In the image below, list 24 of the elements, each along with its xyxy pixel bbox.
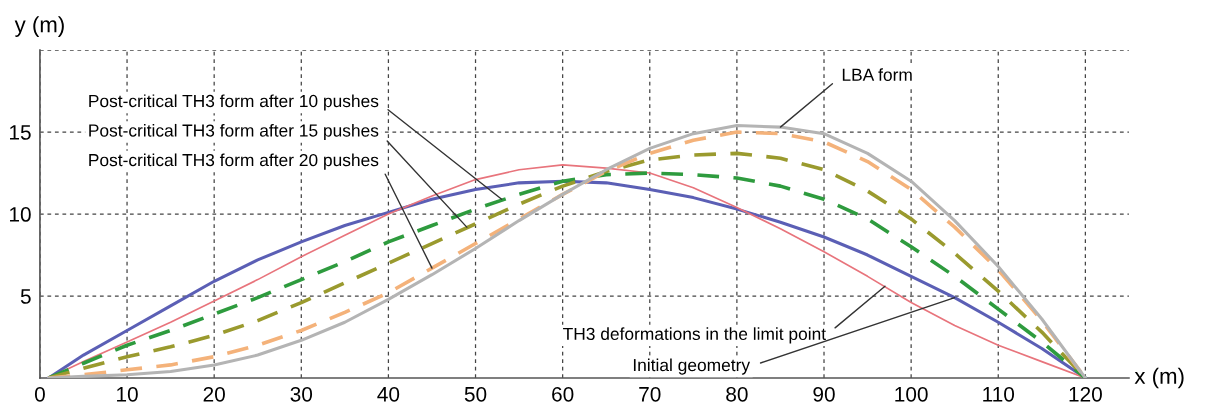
x-tick-label: 60: [552, 386, 574, 402]
annotation: Post-critical TH3 form after 20 pushes: [89, 153, 379, 170]
y-axis-title: y (m): [14, 16, 64, 37]
x-tick-label: 10: [117, 386, 138, 402]
x-tick-label: 100: [895, 386, 928, 402]
y-tick-label: 15: [10, 125, 31, 140]
annotation: LBA form: [842, 68, 912, 81]
x-tick-label: 50: [464, 386, 487, 402]
x-tick-label: 0: [34, 386, 45, 402]
annotation: Post-critical TH3 form after 10 pushes: [89, 94, 379, 111]
y-tick-label: 10: [10, 207, 31, 222]
annotation: Post-critical TH3 form after 15 pushes: [89, 123, 379, 141]
x-tick-label: 80: [726, 386, 748, 402]
annotation: Initial geometry: [633, 358, 751, 375]
x-tick-label: 40: [377, 386, 400, 402]
x-tick-label: 110: [983, 386, 1015, 402]
y-tick-label: 5: [20, 289, 31, 304]
x-tick-label: 120: [1069, 386, 1102, 402]
x-tick-label: 70: [639, 386, 661, 402]
x-axis-title: x (m): [1134, 367, 1184, 389]
annotation: TH3 deformations in the limit point: [563, 327, 826, 344]
x-tick-label: 20: [203, 386, 225, 402]
x-tick-label: 30: [290, 386, 313, 402]
x-tick-label: 90: [813, 386, 835, 402]
